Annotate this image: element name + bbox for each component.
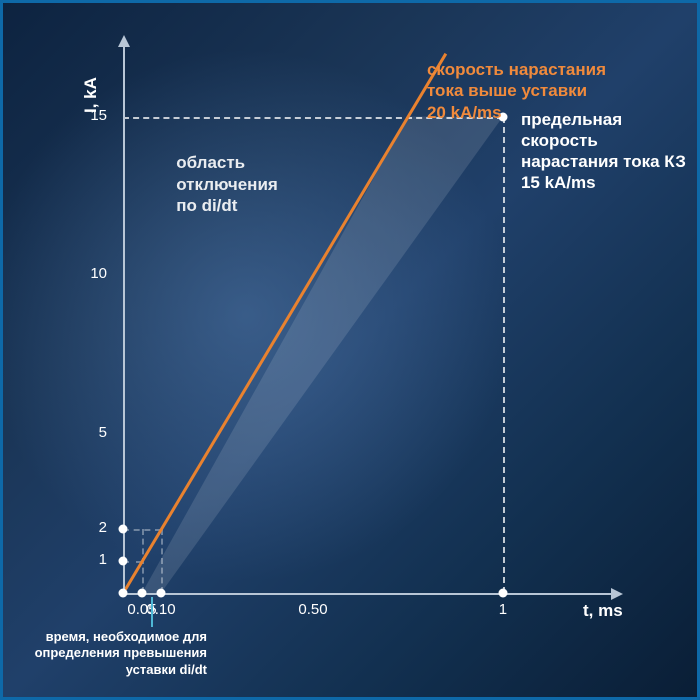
marker-dot xyxy=(119,525,128,534)
marker-dot xyxy=(498,589,507,598)
marker-dot xyxy=(137,589,146,598)
y-tick-label: 5 xyxy=(99,424,107,441)
x-tick-label: 1 xyxy=(483,601,523,618)
guide-v xyxy=(161,529,163,593)
x-axis-title: t, ms xyxy=(583,601,623,621)
x-axis-arrow xyxy=(611,588,623,600)
bottom-note: время, необходимое дляопределения превыш… xyxy=(17,629,207,678)
marker-dot xyxy=(156,589,165,598)
y-tick-label: 10 xyxy=(90,265,107,282)
chart-frame: 12510150.050.100.501I, kAt, msскорость н… xyxy=(0,0,700,700)
y-axis-title: I, kA xyxy=(81,77,101,113)
chart-area: 12510150.050.100.501I, kAt, msскорость н… xyxy=(3,3,697,697)
x-tick-label: 0.10 xyxy=(141,601,181,618)
marker-dot xyxy=(119,589,128,598)
guide-v xyxy=(503,117,505,593)
y-axis-arrow xyxy=(118,35,130,47)
x-tick-label: 0.50 xyxy=(293,601,333,618)
annotation: областьотключенияпо di/dt xyxy=(176,152,278,216)
y-tick-label: 1 xyxy=(99,551,107,568)
y-tick-label: 2 xyxy=(99,519,107,536)
y-axis xyxy=(123,45,125,593)
annotation: предельная скоростьнарастания тока КЗ15 … xyxy=(521,109,697,194)
x-axis xyxy=(123,593,611,595)
note-connector xyxy=(151,597,153,627)
marker-dot xyxy=(119,557,128,566)
